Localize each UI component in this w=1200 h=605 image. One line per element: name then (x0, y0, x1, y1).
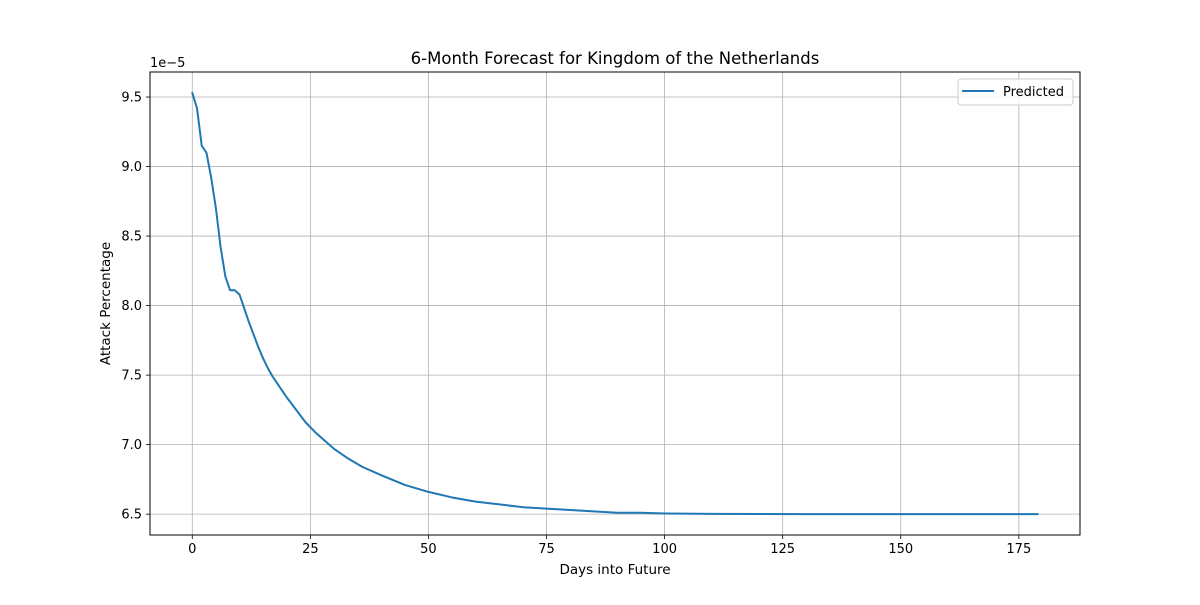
y-tick-label: 6.5 (121, 508, 142, 523)
chart-title: 6-Month Forecast for Kingdom of the Neth… (411, 49, 820, 68)
series-layer (191, 91, 1039, 516)
legend: Predicted (957, 78, 1074, 106)
x-tick-label: 175 (1006, 542, 1031, 557)
x-tick-label: 125 (770, 542, 795, 557)
y-axis: 6.5 7.0 7.5 8.0 8.5 9.0 9.5 (121, 91, 150, 523)
series-line-predicted (191, 91, 1039, 516)
y-tick-label: 8.5 (121, 230, 142, 245)
y-axis-title: Attack Percentage (98, 242, 114, 365)
x-tick-label: 75 (538, 542, 555, 557)
x-tick-label: 0 (188, 542, 196, 557)
y-tick-label: 9.0 (121, 160, 142, 175)
x-axis-title: Days into Future (559, 562, 670, 578)
y-tick-label: 7.5 (121, 369, 142, 384)
y-tick-label: 9.5 (121, 91, 142, 106)
y-tick-label: 8.0 (121, 299, 142, 314)
x-axis: 0 25 50 75 100 125 150 175 (188, 535, 1031, 557)
legend-label-predicted: Predicted (1003, 85, 1064, 100)
y-tick-label: 7.0 (121, 438, 142, 453)
plot-area-frame (149, 71, 1081, 536)
x-tick-label: 50 (420, 542, 437, 557)
x-tick-label: 100 (652, 542, 677, 557)
legend-box (957, 78, 1074, 106)
grid (150, 72, 1080, 535)
y-axis-offset-label: 1e−5 (150, 56, 185, 71)
x-tick-label: 25 (302, 542, 319, 557)
x-tick-label: 150 (888, 542, 913, 557)
